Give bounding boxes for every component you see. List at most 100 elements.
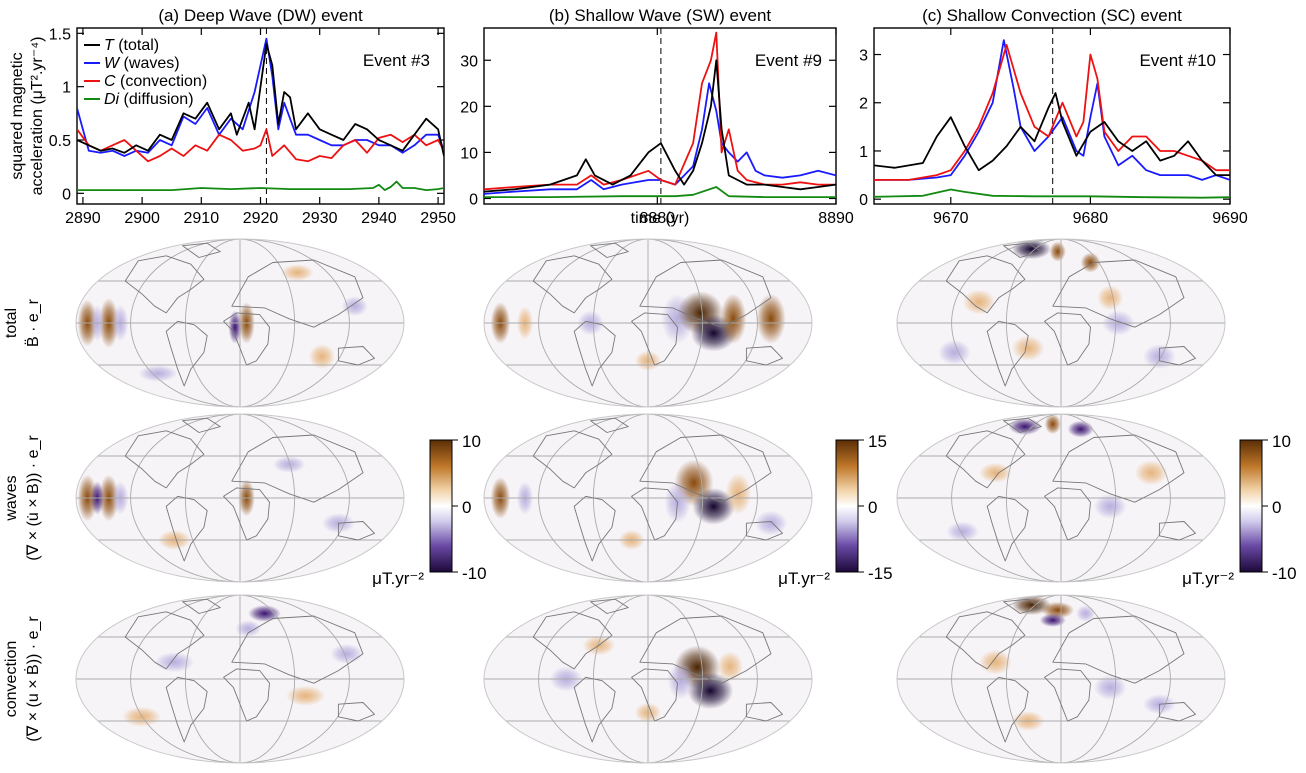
row-label-bottom: (∇ × (u × Ḃ)) · e_r xyxy=(23,616,42,742)
coastline xyxy=(165,495,208,562)
chart-title: (a) Deep Wave (DW) event xyxy=(158,6,363,25)
colorbar-unit: μT.yr⁻² xyxy=(778,569,830,588)
coastline xyxy=(1044,487,1091,541)
field-anomaly xyxy=(938,339,971,365)
coastline xyxy=(1003,242,1042,258)
colorbar-mid: 0 xyxy=(462,498,471,517)
y-axis-label-line2: acceleration (μT².yr⁻⁴) xyxy=(29,37,46,196)
map-r0-c1 xyxy=(483,238,813,408)
x-tick-label: 9680 xyxy=(1073,210,1109,227)
y-tick-label: 0.5 xyxy=(49,133,71,150)
event-label: Event #9 xyxy=(755,51,822,70)
coastline xyxy=(745,521,783,541)
map-outline xyxy=(483,413,813,583)
x-tick-label: 2930 xyxy=(302,210,338,227)
map-outline xyxy=(75,594,405,764)
coastline xyxy=(986,320,1029,387)
series-total xyxy=(484,59,836,193)
colorbar-min: -10 xyxy=(462,564,487,583)
coastline xyxy=(1044,312,1091,366)
coastline xyxy=(1158,702,1196,722)
map-r2-c1 xyxy=(483,594,813,764)
coastline xyxy=(573,495,616,562)
colorbar-scale xyxy=(1239,439,1263,573)
coastline xyxy=(573,676,616,743)
coastline xyxy=(532,430,613,489)
coastline xyxy=(590,242,629,258)
coastline xyxy=(1158,346,1196,366)
field-anomaly xyxy=(330,643,363,664)
field-anomaly xyxy=(1097,285,1124,311)
field-anomaly xyxy=(228,310,242,345)
chart-title: (c) Shallow Convection (SC) event xyxy=(922,6,1182,25)
coastline xyxy=(590,417,629,433)
y-tick-label: 0 xyxy=(62,186,71,203)
coastline xyxy=(223,668,270,722)
field-anomaly xyxy=(1075,605,1096,622)
row-label-0: total B̈ · e_r xyxy=(3,298,42,347)
coastline xyxy=(1052,259,1185,328)
coastline xyxy=(631,668,678,722)
coastline xyxy=(223,312,270,366)
coastline xyxy=(231,434,364,503)
map-r1-c0 xyxy=(75,413,405,583)
row-label-2: convection (∇ × (u × Ḃ)) · e_r xyxy=(3,616,42,742)
legend-entry-total: T (total) xyxy=(104,37,159,54)
x-tick-label: 2920 xyxy=(243,210,279,227)
field-anomaly xyxy=(1044,414,1062,435)
x-tick-label: 2890 xyxy=(65,210,101,227)
y-axis-label-line1: squared magnetic xyxy=(9,52,26,179)
colorbar-max: 10 xyxy=(1272,432,1291,451)
field-anomaly xyxy=(1011,335,1045,361)
coastline xyxy=(165,320,208,387)
colorbar-mid: 0 xyxy=(1272,498,1281,517)
colorbar-min: -15 xyxy=(868,564,893,583)
colorbar-scale xyxy=(429,439,453,573)
series-diffusion xyxy=(874,188,1230,199)
coastline xyxy=(1052,615,1185,684)
row-label-bottom: B̈ · e_r xyxy=(23,298,42,347)
field-anomaly xyxy=(979,462,1012,483)
event-label: Event #3 xyxy=(363,51,430,70)
field-anomaly xyxy=(1039,613,1066,627)
field-anomaly xyxy=(667,662,694,700)
series-diffusion xyxy=(77,180,444,192)
row-label-1: waves (∇ × (u̇ × B)) · e_r xyxy=(3,435,42,561)
field-anomaly xyxy=(1093,493,1127,519)
coastline xyxy=(182,598,221,614)
colorbar-min: -10 xyxy=(1272,564,1297,583)
series-convection xyxy=(77,128,444,163)
field-anomaly xyxy=(946,521,979,542)
coastline xyxy=(639,434,772,503)
legend-entry-diffusion: Di (diffusion) xyxy=(104,91,194,108)
map-outline xyxy=(896,238,1226,408)
coastline xyxy=(1044,668,1091,722)
plot-frame xyxy=(483,27,837,205)
coastline xyxy=(231,615,364,684)
y-tick-label: 0 xyxy=(859,192,868,209)
field-anomaly xyxy=(756,293,786,344)
x-tick-label: 2900 xyxy=(124,210,160,227)
map-r0-c0 xyxy=(75,238,405,408)
field-anomaly xyxy=(154,652,195,673)
map-r0-c2 xyxy=(896,238,1226,408)
coastline xyxy=(986,676,1029,743)
map-r1-c2 xyxy=(896,413,1226,583)
coastline xyxy=(573,320,616,387)
colorbar-2: 10 0 -10 μT.yr⁻² xyxy=(1182,432,1296,588)
map-outline xyxy=(896,594,1226,764)
map-r1-c1 xyxy=(483,413,813,583)
coastline xyxy=(745,346,783,366)
field-anomaly xyxy=(121,706,162,727)
map-r2-c0 xyxy=(75,594,405,764)
field-anomaly xyxy=(1049,241,1066,262)
colorbar-unit: μT.yr⁻² xyxy=(372,569,424,588)
coastline xyxy=(1052,434,1185,503)
chart-2: (c) Shallow Convection (SC) event 9670 968… xyxy=(859,6,1248,227)
series-diffusion xyxy=(484,186,836,199)
chart-title: (b) Shallow Wave (SW) event xyxy=(549,6,772,25)
coastline xyxy=(945,611,1026,670)
y-tick-label: 1.5 xyxy=(49,26,71,43)
field-anomaly xyxy=(285,685,326,706)
